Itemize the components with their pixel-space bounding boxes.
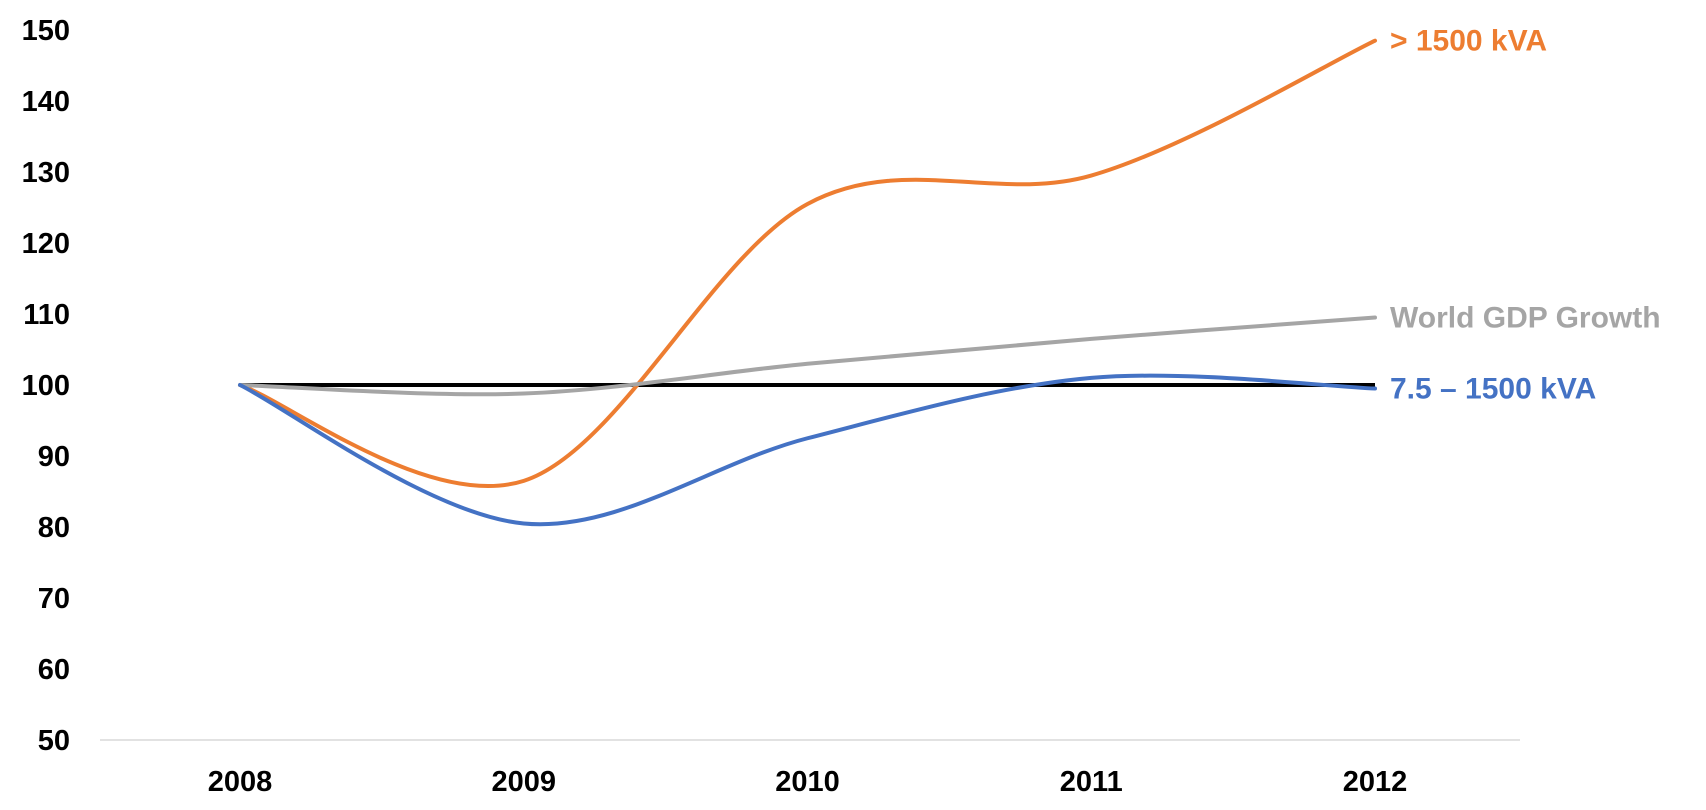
series-line-1500-kva	[238, 38, 1377, 488]
x-tick-label: 2008	[208, 766, 273, 798]
x-tick-label: 2012	[1343, 766, 1408, 798]
series-label-7-5-1500-kva: 7.5 – 1500 kVA	[1390, 373, 1596, 406]
y-axis: 50 60 70 80 90 100 110 120 130 140 150	[22, 15, 70, 757]
y-tick-label: 80	[38, 512, 70, 544]
series-labels: > 1500 kVA World GDP Growth 7.5 – 1500 kVA	[1390, 25, 1661, 406]
y-tick-label: 120	[22, 228, 70, 260]
y-tick-label: 70	[38, 583, 70, 615]
y-tick-label: 50	[38, 725, 70, 757]
x-axis: 2008 2009 2010 2011 2012	[208, 766, 1408, 798]
y-tick-label: 90	[38, 441, 70, 473]
series-line-7-5-1500-kva	[238, 373, 1377, 527]
series-line-world-gdp-growth	[238, 315, 1377, 397]
y-tick-label: 100	[22, 370, 70, 402]
series-lines	[238, 38, 1377, 527]
y-tick-label: 60	[38, 654, 70, 686]
series-label-1500-kva: > 1500 kVA	[1390, 25, 1547, 58]
x-tick-label: 2009	[491, 766, 556, 798]
y-tick-label: 110	[23, 299, 70, 331]
y-tick-label: 150	[22, 15, 70, 47]
series-label-world-gdp-growth: World GDP Growth	[1390, 302, 1661, 335]
x-tick-label: 2010	[775, 766, 840, 798]
y-tick-label: 140	[22, 86, 70, 118]
y-tick-label: 130	[22, 157, 70, 189]
x-tick-label: 2011	[1060, 766, 1123, 798]
